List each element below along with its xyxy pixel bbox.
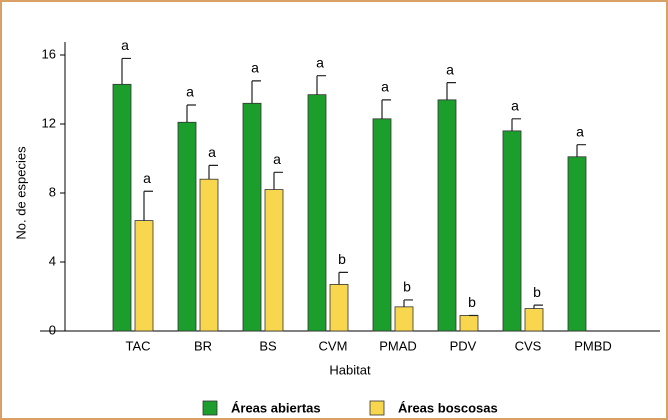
legend-label: Áreas boscosas	[398, 400, 498, 415]
annotation: b	[533, 284, 541, 300]
annotation: a	[186, 84, 194, 100]
y-tick-label: 12	[42, 115, 56, 130]
bar	[502, 130, 522, 332]
error-bar	[208, 164, 218, 180]
y-tick-label: 16	[42, 46, 56, 61]
annotation: a	[446, 61, 454, 77]
y-tick-label: 0	[49, 322, 56, 337]
error-bar	[316, 75, 326, 95]
x-tick-label: PMAD	[379, 338, 417, 353]
error-bar	[143, 190, 153, 221]
bar	[177, 121, 197, 332]
annotation: a	[251, 60, 259, 76]
bar	[437, 99, 457, 332]
bar	[112, 83, 132, 332]
error-bar	[186, 104, 196, 123]
x-tick-label: TAC	[125, 338, 150, 353]
bar	[242, 102, 262, 332]
error-bar	[511, 118, 521, 131]
y-axis-label: No. de especies	[13, 146, 28, 240]
legend-label: Áreas abiertas	[231, 400, 321, 415]
annotation: a	[381, 79, 389, 95]
x-tick-label: BS	[259, 338, 277, 353]
error-bar	[533, 304, 543, 309]
annotation: a	[273, 151, 281, 167]
error-bar	[403, 299, 413, 307]
bar	[199, 178, 219, 332]
annotation: a	[208, 144, 216, 160]
bar	[372, 118, 392, 332]
annotation: b	[338, 251, 346, 267]
annotation: a	[576, 123, 584, 139]
legend-swatch	[369, 400, 385, 416]
bar	[524, 308, 544, 332]
bar	[567, 156, 587, 332]
bar	[459, 315, 479, 332]
x-tick-label: BR	[194, 338, 212, 353]
error-bar	[446, 82, 456, 100]
bar	[329, 284, 349, 332]
annotation: a	[511, 98, 519, 114]
error-bar	[338, 271, 348, 285]
x-axis-label: Habitat	[329, 362, 371, 377]
y-tick-label: 4	[49, 253, 56, 268]
annotation: b	[403, 279, 411, 295]
bar	[134, 220, 154, 332]
annotation: a	[143, 170, 151, 186]
error-bar	[273, 171, 283, 190]
x-tick-label: CVM	[319, 338, 348, 353]
x-tick-label: PDV	[450, 338, 477, 353]
error-bar	[121, 57, 131, 85]
bar	[264, 189, 284, 332]
bar	[394, 306, 414, 332]
legend-swatch	[202, 400, 218, 416]
error-bar	[381, 99, 391, 119]
annotation: b	[468, 294, 476, 310]
x-tick-label: PMBD	[574, 338, 612, 353]
annotation: a	[316, 54, 324, 70]
x-tick-label: CVS	[515, 338, 542, 353]
annotation: a	[121, 37, 129, 53]
error-bar	[251, 80, 261, 104]
y-tick-label: 8	[49, 184, 56, 199]
bar	[307, 94, 327, 332]
error-bar	[576, 144, 586, 157]
